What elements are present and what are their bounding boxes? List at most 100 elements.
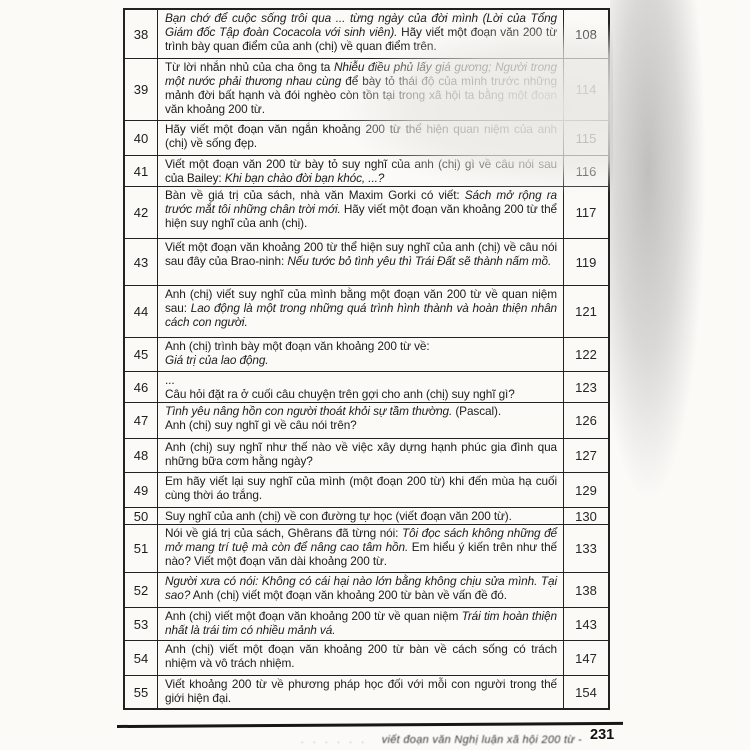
row-content-line: Viết khoảng 200 từ về phương pháp học đố… bbox=[165, 677, 557, 705]
row-number: 46 bbox=[125, 372, 158, 402]
table-row: 52 Người xưa có nói: Không có cái hại nào… bbox=[125, 573, 608, 608]
table-row: 46... Câu hỏi đặt ra ở cuối câu chuyện tr… bbox=[125, 372, 608, 403]
table-row: 50 Suy nghĩ của anh (chị) về con đường tự… bbox=[125, 508, 608, 525]
row-page-number: 119 bbox=[563, 239, 608, 285]
row-page-number: 127 bbox=[563, 439, 608, 472]
row-number: 54 bbox=[125, 641, 158, 675]
table-row: 48 Anh (chị) suy nghĩ như thế nào về việc… bbox=[125, 439, 608, 473]
row-content: Viết khoảng 200 từ về phương pháp học đố… bbox=[158, 676, 563, 708]
footer-caption-text: viết đoạn văn Nghị luận xã hội 200 từ - bbox=[381, 734, 582, 746]
row-number: 49 bbox=[125, 473, 158, 507]
row-content: Bàn về giá trị của sách, nhà văn Maxim G… bbox=[158, 187, 563, 238]
row-number: 39 bbox=[125, 59, 158, 120]
row-page-number: 129 bbox=[563, 473, 608, 507]
footer-smudge: . . . . . . bbox=[301, 734, 368, 746]
row-page-number: 123 bbox=[563, 372, 608, 402]
row-content-line: Từ lời nhắn nhủ của cha ông ta Nhiễu điề… bbox=[165, 60, 557, 116]
row-content-line: Anh (chị) trình bày một đoạn văn khoảng … bbox=[165, 339, 430, 353]
row-content-line: Anh (chị) suy nghĩ gì về câu nói trên? bbox=[165, 418, 357, 432]
table-row: 41 Viết một đoạn văn 200 từ bày tỏ suy ng… bbox=[125, 156, 608, 187]
row-content: Tình yêu nâng hồn con người thoát khỏi s… bbox=[158, 403, 563, 438]
row-number: 43 bbox=[125, 239, 158, 285]
row-content: ... Câu hỏi đặt ra ở cuối câu chuyện trên… bbox=[158, 372, 563, 402]
row-content-line: Viết một đoạn văn 200 từ bày tỏ suy nghĩ… bbox=[165, 157, 557, 185]
table-row: 49 Em hãy viết lại suy nghĩ của mình (một… bbox=[125, 473, 608, 508]
row-content-line: ... bbox=[165, 373, 175, 387]
row-page-number: 143 bbox=[563, 608, 608, 640]
row-number: 53 bbox=[125, 608, 158, 640]
table-row: 42 Bàn về giá trị của sách, nhà văn Maxim… bbox=[125, 187, 608, 239]
contents-table: 38 Bạn chớ để cuộc sống trôi qua ... từng… bbox=[123, 8, 610, 710]
row-content-line: Anh (chị) viết một đoạn văn khoảng 200 t… bbox=[165, 642, 557, 670]
footer-caption: . . . . . . viết đoạn văn Nghị luận xã hộ… bbox=[150, 734, 582, 746]
table-row: 53 Anh (chị) viết một đoạn văn khoảng 200… bbox=[125, 608, 608, 641]
table-row: 51 Nói về giá trị của sách, Ghêrans đã từ… bbox=[125, 525, 608, 573]
footer-page-number: 231 bbox=[590, 727, 615, 743]
row-page-number: 154 bbox=[563, 676, 608, 708]
page-edge-shadow bbox=[610, 0, 715, 620]
row-page-number: 115 bbox=[563, 121, 608, 155]
row-number: 52 bbox=[125, 573, 158, 607]
row-content: Viết một đoạn văn khoảng 200 từ thể hiện… bbox=[158, 239, 563, 285]
footer-rule bbox=[116, 721, 623, 728]
row-content: Người xưa có nói: Không có cái hại nào l… bbox=[158, 573, 563, 607]
row-number: 55 bbox=[125, 676, 158, 708]
row-page-number: 130 bbox=[563, 508, 608, 524]
row-page-number: 121 bbox=[563, 286, 608, 337]
row-number: 41 bbox=[125, 156, 158, 186]
table-row: 43 Viết một đoạn văn khoảng 200 từ thể hi… bbox=[125, 239, 608, 286]
row-page-number: 117 bbox=[563, 187, 608, 238]
row-content: Anh (chị) viết một đoạn văn khoảng 200 t… bbox=[158, 608, 563, 640]
row-number: 50 bbox=[125, 508, 158, 524]
row-content: Suy nghĩ của anh (chị) về con đường tự h… bbox=[158, 508, 563, 524]
table-row: 38 Bạn chớ để cuộc sống trôi qua ... từng… bbox=[125, 10, 608, 59]
row-content-line: Hãy viết một đoạn văn ngắn khoảng 200 từ… bbox=[165, 122, 557, 150]
row-content-line: Anh (chị) viết một đoạn văn khoảng 200 t… bbox=[165, 609, 557, 637]
row-content-line: Giá trị của lao động. bbox=[165, 353, 269, 367]
row-number: 38 bbox=[125, 10, 158, 58]
row-number: 40 bbox=[125, 121, 158, 155]
table-row: 40 Hãy viết một đoạn văn ngắn khoảng 200 … bbox=[125, 121, 608, 156]
row-page-number: 126 bbox=[563, 403, 608, 438]
row-content-line: Anh (chị) suy nghĩ như thế nào về việc x… bbox=[165, 440, 557, 468]
row-number: 47 bbox=[125, 403, 158, 438]
row-content: Nói về giá trị của sách, Ghêrans đã từng… bbox=[158, 525, 563, 572]
table-row: 39 Từ lời nhắn nhủ của cha ông ta Nhiễu đ… bbox=[125, 59, 608, 121]
row-page-number: 116 bbox=[563, 156, 608, 186]
table-row: 55 Viết khoảng 200 từ về phương pháp học … bbox=[125, 676, 608, 708]
row-number: 42 bbox=[125, 187, 158, 238]
row-content-line: Viết một đoạn văn khoảng 200 từ thể hiện… bbox=[165, 240, 557, 268]
row-number: 51 bbox=[125, 525, 158, 572]
table-row: 47 Tình yêu nâng hồn con người thoát khỏi… bbox=[125, 403, 608, 439]
row-content: Từ lời nhắn nhủ của cha ông ta Nhiễu điề… bbox=[158, 59, 563, 120]
row-content-line: Tình yêu nâng hồn con người thoát khỏi s… bbox=[165, 404, 501, 418]
table-row: 45 Anh (chị) trình bày một đoạn văn khoản… bbox=[125, 338, 608, 372]
row-content: Viết một đoạn văn 200 từ bày tỏ suy nghĩ… bbox=[158, 156, 563, 186]
row-content: Anh (chị) trình bày một đoạn văn khoảng … bbox=[158, 338, 563, 371]
row-content-line: Bàn về giá trị của sách, nhà văn Maxim G… bbox=[165, 188, 557, 230]
row-content: Em hãy viết lại suy nghĩ của mình (một đ… bbox=[158, 473, 563, 507]
table-row: 44 Anh (chị) viết suy nghĩ của mình bằng … bbox=[125, 286, 608, 338]
row-content: Anh (chị) viết một đoạn văn khoảng 200 t… bbox=[158, 641, 563, 675]
row-content: Hãy viết một đoạn văn ngắn khoảng 200 từ… bbox=[158, 121, 563, 155]
row-page-number: 114 bbox=[563, 59, 608, 120]
row-content-line: Suy nghĩ của anh (chị) về con đường tự h… bbox=[165, 509, 512, 523]
row-content-line: Bạn chớ để cuộc sống trôi qua ... từng n… bbox=[165, 11, 558, 53]
row-page-number: 122 bbox=[563, 338, 608, 371]
row-content-line: Câu hỏi đặt ra ở cuối câu chuyện trên gợ… bbox=[165, 387, 515, 401]
row-page-number: 108 bbox=[563, 10, 608, 58]
row-content-line: Em hãy viết lại suy nghĩ của mình (một đ… bbox=[165, 474, 557, 502]
row-content-line: Anh (chị) viết suy nghĩ của mình bằng mộ… bbox=[165, 287, 557, 329]
row-content: Anh (chị) viết suy nghĩ của mình bằng mộ… bbox=[158, 286, 563, 337]
row-page-number: 133 bbox=[563, 525, 608, 572]
row-content-line: Nói về giá trị của sách, Ghêrans đã từng… bbox=[165, 526, 557, 568]
row-page-number: 138 bbox=[563, 573, 608, 607]
row-content: Bạn chớ để cuộc sống trôi qua ... từng n… bbox=[158, 10, 563, 58]
row-number: 48 bbox=[125, 439, 158, 472]
row-number: 45 bbox=[125, 338, 158, 371]
row-content-line: Người xưa có nói: Không có cái hại nào l… bbox=[165, 574, 557, 602]
row-content: Anh (chị) suy nghĩ như thế nào về việc x… bbox=[158, 439, 563, 472]
row-number: 44 bbox=[125, 286, 158, 337]
table-row: 54 Anh (chị) viết một đoạn văn khoảng 200… bbox=[125, 641, 608, 676]
